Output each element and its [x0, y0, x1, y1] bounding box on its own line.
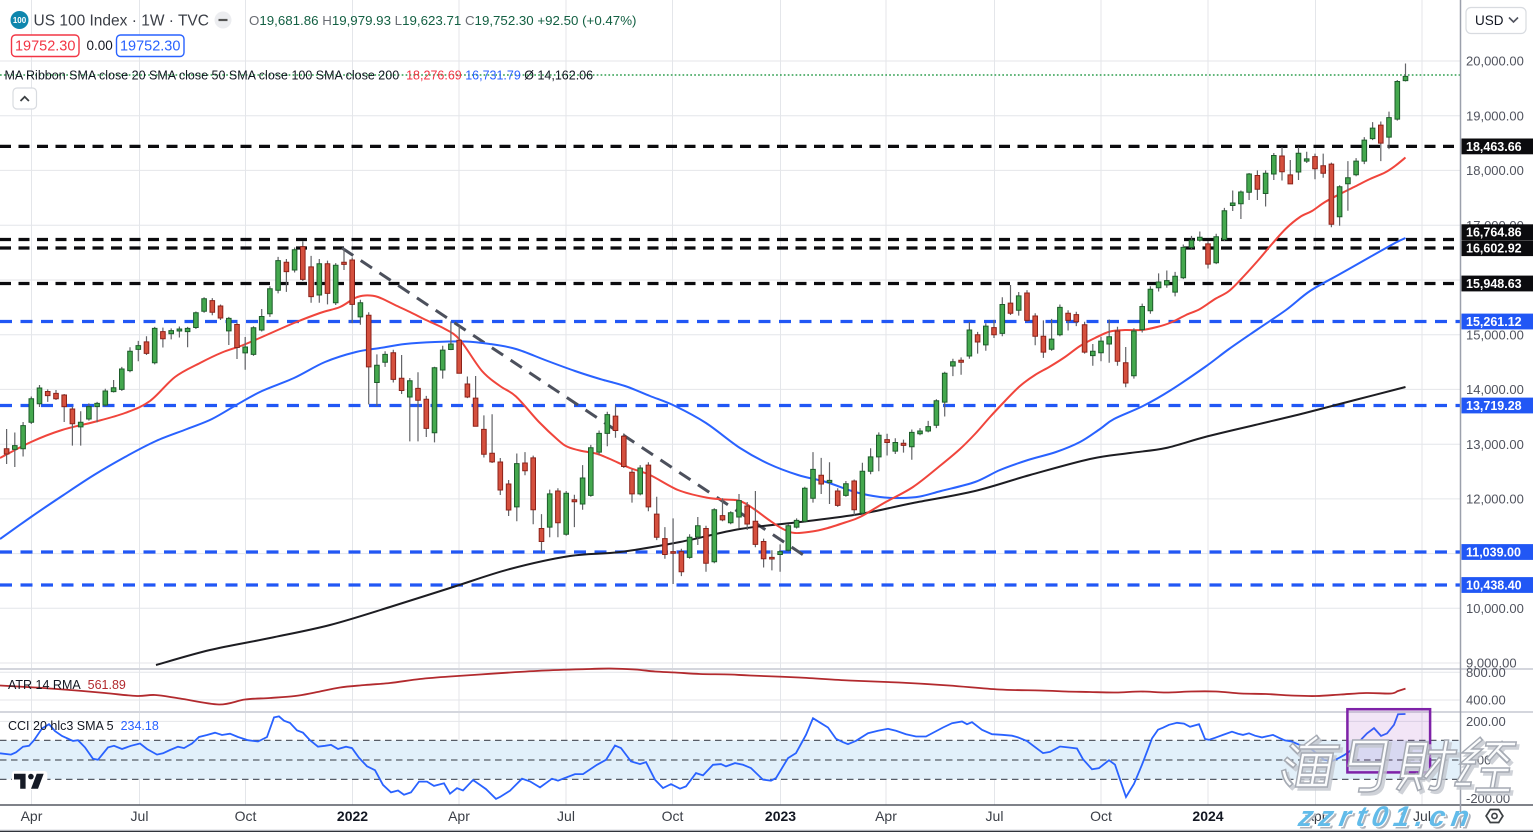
- svg-text:MA Ribbon SMA close 20 SMA clo: MA Ribbon SMA close 20 SMA close 50 SMA …: [5, 69, 594, 83]
- svg-text:0.00: 0.00: [87, 38, 113, 53]
- svg-text:18,000.00: 18,000.00: [1466, 163, 1524, 178]
- svg-text:Apr: Apr: [21, 808, 43, 824]
- svg-text:O19,681.86 H19,979.93 L19,623.: O19,681.86 H19,979.93 L19,623.71 C19,752…: [249, 13, 636, 28]
- svg-text:15,948.63: 15,948.63: [1466, 277, 1522, 291]
- svg-text:Oct: Oct: [235, 808, 257, 824]
- svg-text:400.00: 400.00: [1466, 693, 1506, 708]
- svg-text:19,000.00: 19,000.00: [1466, 108, 1524, 123]
- svg-text:11,039.00: 11,039.00: [1466, 546, 1521, 560]
- svg-text:USD: USD: [1475, 13, 1504, 28]
- svg-text:zzrt01.cn: zzrt01.cn: [1295, 801, 1478, 832]
- svg-text:2022: 2022: [337, 808, 368, 824]
- svg-text:10,000.00: 10,000.00: [1466, 601, 1524, 616]
- svg-text:US 100 Index · 1W · TVC: US 100 Index · 1W · TVC: [34, 13, 209, 30]
- svg-text:100: 100: [13, 16, 27, 25]
- svg-text:Oct: Oct: [662, 808, 684, 824]
- svg-text:15,261.12: 15,261.12: [1466, 315, 1522, 329]
- svg-text:18,463.66: 18,463.66: [1466, 140, 1522, 154]
- svg-text:16,764.86: 16,764.86: [1466, 226, 1522, 240]
- svg-text:2023: 2023: [765, 808, 796, 824]
- svg-text:Oct: Oct: [1090, 808, 1112, 824]
- svg-text:2024: 2024: [1192, 808, 1223, 824]
- svg-text:12,000.00: 12,000.00: [1466, 492, 1524, 507]
- svg-text:16,602.92: 16,602.92: [1466, 242, 1522, 256]
- svg-text:CCI 20 hlc3 SMA 5 234.18: CCI 20 hlc3 SMA 5 234.18: [8, 719, 159, 733]
- svg-text:ATR 14 RMA 561.89: ATR 14 RMA 561.89: [8, 678, 126, 692]
- svg-text:Apr: Apr: [875, 808, 897, 824]
- svg-text:13,719.28: 13,719.28: [1466, 399, 1522, 413]
- svg-text:19752.30: 19752.30: [15, 39, 75, 55]
- svg-text:20,000.00: 20,000.00: [1466, 54, 1524, 69]
- svg-text:Apr: Apr: [448, 808, 470, 824]
- svg-text:200.00: 200.00: [1466, 714, 1506, 729]
- svg-text:Jul: Jul: [986, 808, 1004, 824]
- svg-text:800.00: 800.00: [1466, 665, 1506, 680]
- svg-text:14,000.00: 14,000.00: [1466, 382, 1524, 397]
- svg-text:10,438.40: 10,438.40: [1466, 579, 1522, 593]
- svg-text:Jul: Jul: [557, 808, 575, 824]
- svg-text:15,000.00: 15,000.00: [1466, 327, 1524, 342]
- svg-text:Jul: Jul: [131, 808, 149, 824]
- svg-text:13,000.00: 13,000.00: [1466, 437, 1524, 452]
- svg-text:19752.30: 19752.30: [120, 39, 180, 55]
